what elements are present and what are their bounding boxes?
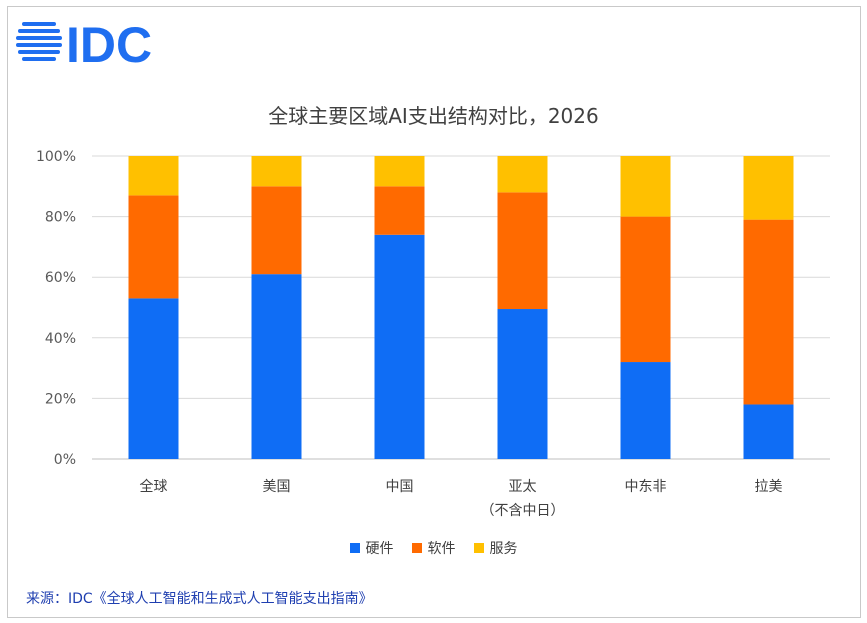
bar-segment (128, 156, 179, 196)
x-tick-label: 中国 (386, 479, 414, 495)
legend-label: 服务 (489, 541, 518, 557)
bar-segment (743, 404, 794, 459)
x-tick-label: 中东非 (625, 479, 667, 495)
bar-segment (374, 156, 425, 187)
bar-segment (497, 309, 548, 459)
legend-label: 硬件 (365, 541, 394, 557)
bar-segment (743, 219, 794, 405)
bar-segment (251, 274, 302, 459)
bar-segment (128, 195, 179, 299)
legend-item: 硬件 (349, 538, 394, 558)
bar-segment (620, 362, 671, 459)
legend-label: 软件 (427, 541, 456, 557)
y-tick-label: 20% (45, 391, 76, 407)
x-tick-label: 美国 (263, 479, 291, 495)
y-tick-label: 60% (45, 270, 76, 286)
bar-segment (497, 192, 548, 310)
y-tick-label: 0% (54, 452, 76, 468)
chart-legend: 硬件 软件 服务 (0, 538, 867, 558)
bar-segment (251, 156, 302, 187)
globe-stripes-icon (16, 22, 62, 61)
idc-logo: IDC (16, 17, 152, 70)
logo-text: IDC (66, 17, 152, 70)
y-tick-label: 80% (45, 210, 76, 226)
legend-item: 服务 (473, 538, 518, 558)
bar-segment (620, 156, 671, 217)
bar-segment (251, 186, 302, 275)
legend-swatch (473, 543, 484, 553)
bar-segment (497, 156, 548, 193)
y-tick-label: 100% (36, 149, 76, 165)
source-note: 来源：IDC《全球人工智能和生成式人工智能支出指南》 (26, 591, 373, 607)
legend-swatch (411, 543, 422, 553)
y-tick-label: 40% (45, 331, 76, 347)
legend-item: 软件 (411, 538, 456, 558)
x-tick-sublabel: （不含中日） (481, 503, 565, 519)
x-tick-label: 亚太 (509, 479, 537, 495)
chart-title: 全球主要区域AI支出结构对比，2026 (268, 104, 599, 128)
bar-segment (743, 156, 794, 220)
bar-segment (374, 234, 425, 459)
x-tick-label: 拉美 (755, 479, 783, 495)
bar-segment (374, 186, 425, 235)
x-tick-label: 全球 (140, 478, 168, 495)
bar-segment (128, 298, 179, 459)
legend-swatch (349, 543, 360, 553)
bar-segment (620, 216, 671, 363)
